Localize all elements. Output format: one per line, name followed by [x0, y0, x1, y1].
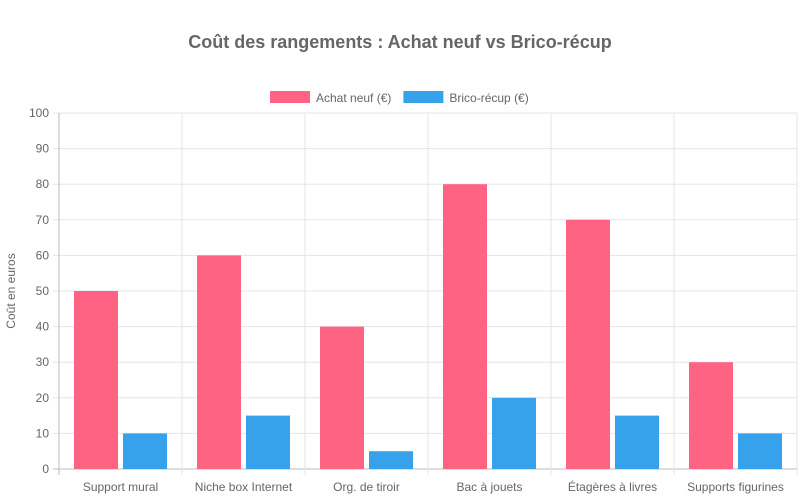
y-tick-label: 50 [36, 284, 50, 298]
bar-achat-neuf [689, 362, 733, 469]
y-tick-label: 30 [36, 355, 50, 369]
bar-achat-neuf [320, 326, 364, 469]
bar-achat-neuf [566, 219, 610, 469]
chart-title: Coût des rangements : Achat neuf vs Bric… [188, 32, 611, 52]
y-axis-label: Coût en euros [4, 253, 18, 328]
bar-brico-recup [492, 397, 536, 469]
legend-swatch [270, 91, 310, 103]
x-tick-label: Bac à jouets [456, 480, 522, 494]
legend-label: Brico-récup (€) [449, 91, 528, 105]
legend-label: Achat neuf (€) [316, 91, 391, 105]
bar-achat-neuf [74, 291, 118, 469]
y-tick-label: 70 [36, 213, 50, 227]
legend-swatch [403, 91, 444, 103]
x-tick-label: Org. de tiroir [333, 480, 400, 494]
y-tick-label: 20 [36, 391, 50, 405]
bar-brico-recup [123, 433, 167, 469]
bar-brico-recup [738, 433, 782, 469]
y-tick-label: 100 [29, 106, 49, 120]
x-tick-label: Niche box Internet [195, 480, 293, 494]
bar-brico-recup [369, 451, 413, 469]
y-tick-label: 0 [42, 462, 49, 476]
bar-achat-neuf [197, 255, 241, 469]
bar-brico-recup [246, 415, 290, 469]
x-tick-label: Étagères à livres [568, 479, 657, 494]
y-tick-label: 10 [36, 426, 50, 440]
bar-brico-recup [615, 415, 659, 469]
x-tick-label: Supports figurines [687, 480, 784, 494]
x-tick-label: Support mural [83, 480, 158, 494]
y-tick-label: 80 [36, 177, 50, 191]
y-tick-label: 40 [36, 320, 50, 334]
y-tick-label: 90 [36, 142, 50, 156]
bar-achat-neuf [443, 184, 487, 469]
y-tick-label: 60 [36, 248, 50, 262]
